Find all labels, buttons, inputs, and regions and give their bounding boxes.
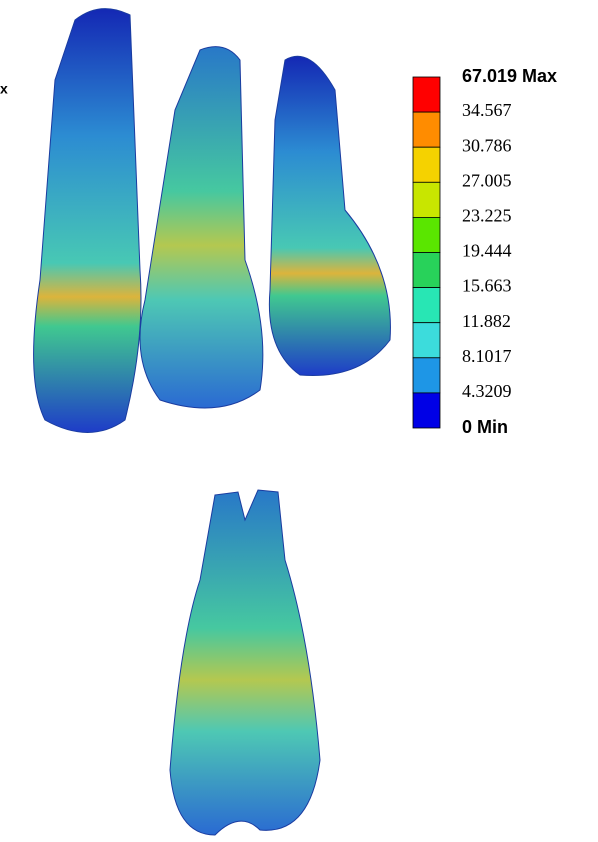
legend-swatch <box>412 357 441 394</box>
axis-label: x <box>0 81 8 97</box>
legend-label: 11.882 <box>462 311 511 331</box>
legend-swatch <box>412 392 441 429</box>
legend-label: 67.019 Max <box>462 66 557 86</box>
legend-label: 8.1017 <box>462 346 512 366</box>
legend-label: 34.567 <box>462 100 512 120</box>
legend-label: 30.786 <box>462 135 512 155</box>
legend-swatch <box>412 287 441 324</box>
legend-label: 19.444 <box>462 241 512 261</box>
legend-label: 23.225 <box>462 206 512 226</box>
legend: 67.019 Max 34.567 30.786 27.005 23.225 19.444… <box>412 66 557 437</box>
legend-label: 15.663 <box>462 276 512 296</box>
tooth-bottom <box>169 489 321 836</box>
legend-swatch <box>412 146 441 183</box>
teeth-top <box>33 8 391 433</box>
legend-swatch <box>412 216 441 253</box>
legend-label: 4.3209 <box>462 381 512 401</box>
legend-label: 27.005 <box>462 170 512 190</box>
legend-swatch <box>412 181 441 218</box>
legend-swatch <box>412 322 441 359</box>
legend-label: 0 Min <box>462 417 508 437</box>
legend-swatch <box>412 111 441 148</box>
legend-swatch <box>412 252 441 288</box>
legend-swatch <box>412 76 441 113</box>
